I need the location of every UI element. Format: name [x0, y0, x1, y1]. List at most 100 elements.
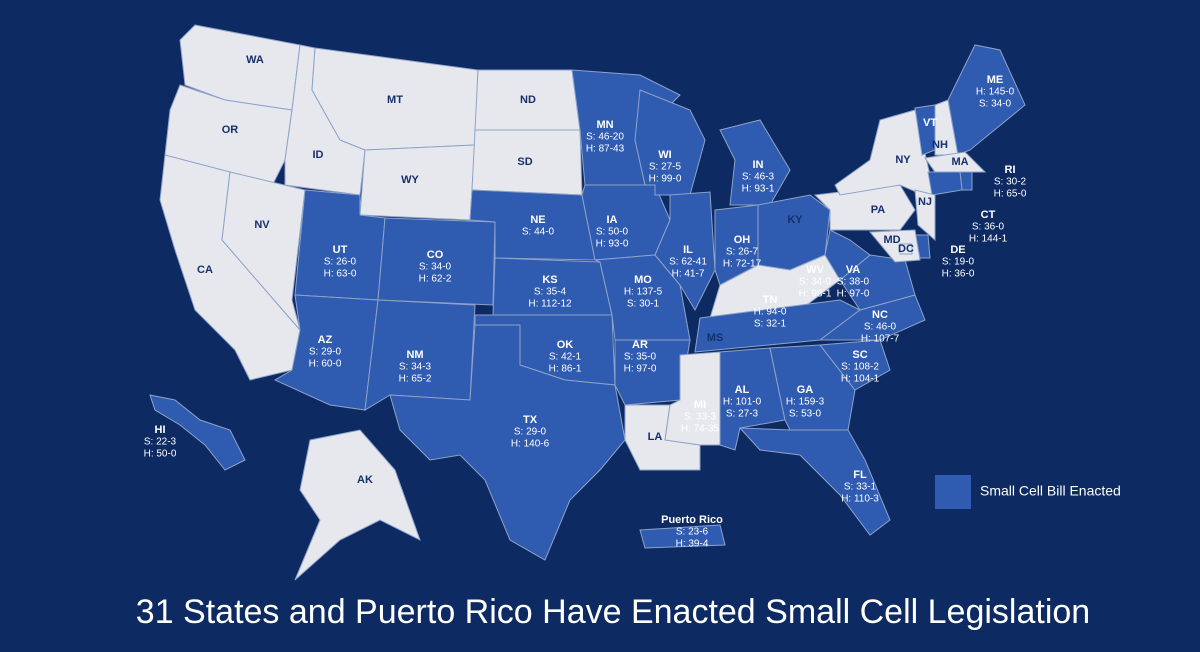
- vote-count: H: 60-0: [309, 359, 342, 370]
- vote-count: H: 41-7: [672, 269, 705, 280]
- state-abbr: AZ: [318, 334, 333, 346]
- vote-count: H: 137-5: [624, 287, 663, 298]
- vote-count: S: 36-0: [972, 222, 1005, 233]
- vote-count: S: 33-1: [844, 482, 877, 493]
- state-abbr: Puerto Rico: [661, 514, 723, 526]
- state-abbr: GA: [797, 384, 814, 396]
- vote-count: H: 39-4: [676, 539, 709, 550]
- state-abbr: MT: [387, 94, 403, 106]
- state-abbr: ID: [313, 149, 324, 161]
- vote-count: H: 93-0: [596, 239, 629, 250]
- state-shape: [924, 151, 987, 173]
- state-abbr: SC: [852, 349, 867, 361]
- vote-count: H: 97-0: [624, 364, 657, 375]
- state-abbr: NJ: [918, 196, 932, 208]
- vote-count: S: 42-1: [549, 352, 582, 363]
- state-abbr: WI: [658, 149, 671, 161]
- state-abbr: MS: [707, 332, 724, 344]
- state-abbr: CO: [427, 249, 444, 261]
- vote-count: H: 74-35: [681, 424, 720, 435]
- vote-count: S: 22-3: [144, 437, 177, 448]
- vote-count: S: 30-2: [994, 177, 1027, 188]
- state-abbr: TN: [763, 294, 778, 306]
- state-abbr: AK: [357, 474, 373, 486]
- state-abbr: OK: [557, 339, 574, 351]
- state-shapes: [149, 24, 1026, 581]
- vote-count: S: 53-0: [789, 409, 822, 420]
- vote-count: S: 34-0: [979, 99, 1012, 110]
- state-abbr: UT: [333, 244, 348, 256]
- vote-count: S: 50-0: [596, 227, 629, 238]
- state-abbr: NE: [530, 214, 545, 226]
- state-abbr: SD: [517, 156, 532, 168]
- vote-count: H: 101-0: [723, 397, 762, 408]
- state-abbr: FL: [853, 469, 867, 481]
- state-abbr: VT: [923, 117, 937, 129]
- vote-count: S: 26-0: [324, 257, 357, 268]
- state-shape: [639, 524, 726, 549]
- state-abbr: IN: [753, 159, 764, 171]
- state-abbr: HI: [155, 424, 166, 436]
- vote-count: H: 159-3: [786, 397, 825, 408]
- state-abbr: MD: [883, 234, 900, 246]
- state-abbr: TX: [523, 414, 538, 426]
- state-abbr: NV: [254, 219, 270, 231]
- state-abbr: MO: [634, 274, 652, 286]
- vote-count: H: 87-43: [586, 144, 625, 155]
- state-shape: [149, 394, 246, 471]
- state-abbr: KY: [787, 214, 803, 226]
- state-shape: [738, 427, 891, 536]
- vote-count: H: 104-1: [841, 374, 880, 385]
- vote-count: H: 72-17: [723, 259, 762, 270]
- vote-count: H: 36-0: [942, 269, 975, 280]
- state-shape: [927, 171, 963, 196]
- state-abbr: MA: [951, 156, 968, 168]
- state-abbr: OH: [734, 234, 751, 246]
- state-abbr: CT: [981, 209, 996, 221]
- state-abbr: DE: [950, 244, 965, 256]
- vote-count: S: 34-0: [799, 277, 832, 288]
- state-shape: [824, 229, 871, 281]
- legend-swatch: [935, 475, 971, 509]
- vote-count: S: 34-0: [419, 262, 452, 273]
- state-abbr: NY: [895, 154, 911, 166]
- state-abbr: WY: [401, 174, 419, 186]
- vote-count: H: 86-1: [549, 364, 582, 375]
- vote-count: S: 32-1: [754, 319, 787, 330]
- state-abbr: WV: [806, 264, 824, 276]
- state-abbr: PA: [871, 204, 886, 216]
- state-abbr: AL: [735, 384, 750, 396]
- state-abbr: MI: [694, 399, 706, 411]
- vote-count: H: 62-2: [419, 274, 452, 285]
- vote-count: S: 108-2: [841, 362, 879, 373]
- vote-count: S: 62-41: [669, 257, 707, 268]
- state-abbr: ME: [987, 74, 1004, 86]
- vote-count: S: 26-7: [726, 247, 759, 258]
- state-abbr: RI: [1005, 164, 1016, 176]
- vote-count: H: 99-0: [649, 174, 682, 185]
- state-shape: [614, 339, 691, 406]
- vote-count: H: 112-12: [528, 299, 572, 310]
- state-abbr: LA: [648, 431, 663, 443]
- vote-count: S: 44-0: [522, 227, 555, 238]
- state-shape: [914, 189, 936, 242]
- state-shape: [389, 324, 626, 561]
- state-shape: [634, 89, 706, 196]
- vote-count: H: 145-0: [976, 87, 1015, 98]
- state-shape: [654, 191, 716, 312]
- state-abbr: WA: [246, 54, 264, 66]
- vote-count: S: 35-0: [624, 352, 657, 363]
- vote-count: H: 94-0: [754, 307, 787, 318]
- legend-label: Small Cell Bill Enacted: [980, 483, 1121, 499]
- vote-count: S: 35-4: [534, 287, 567, 298]
- state-abbr: OR: [222, 124, 239, 136]
- vote-count: H: 65-2: [399, 374, 432, 385]
- state-shape: [819, 339, 891, 391]
- vote-count: H: 65-0: [994, 189, 1027, 200]
- state-abbr: AR: [632, 339, 648, 351]
- vote-count: S: 38-0: [837, 277, 870, 288]
- state-shape: [294, 429, 421, 581]
